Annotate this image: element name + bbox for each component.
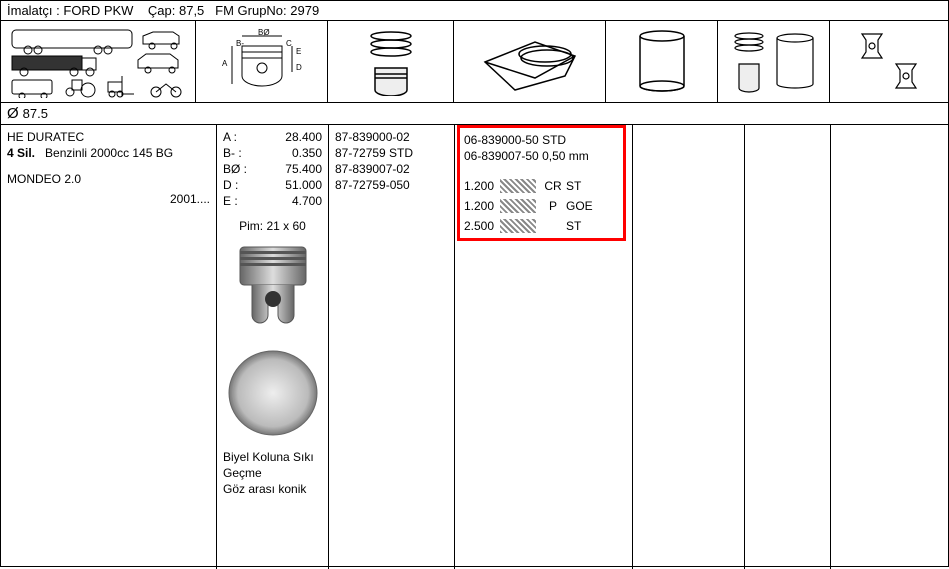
engine-spec: Benzinli 2000cc 145 BG xyxy=(45,146,173,160)
diameter-symbol: Ø xyxy=(7,105,19,122)
dim-key: A : xyxy=(223,129,237,145)
piston-dimensions-icon: BØ A B- C E D xyxy=(212,28,312,96)
diameter-label: Çap: xyxy=(148,3,175,18)
svg-text:BØ: BØ xyxy=(258,28,270,37)
ring-profile-icon xyxy=(500,199,536,213)
svg-text:C: C xyxy=(286,39,292,48)
dim-key: B- : xyxy=(223,145,242,161)
icon-row: BØ A B- C E D xyxy=(1,21,948,103)
ring-height: 1.200 xyxy=(464,178,500,194)
dim-key: BØ : xyxy=(223,161,247,177)
ringset-column: 06-839000-50 STD 06-839007-50 0,50 mm 1.… xyxy=(455,125,633,569)
kit-icon-cell xyxy=(718,21,830,102)
ringset-code: 06-839007-50 0,50 mm xyxy=(464,148,619,164)
vehicles-icon-cell xyxy=(1,21,196,102)
ringset-small-icon xyxy=(361,28,421,96)
ringset-small-icon-cell xyxy=(328,21,454,102)
manufacturer-label: İmalatçı : xyxy=(7,3,60,18)
ring-profile-icon xyxy=(500,179,536,193)
piston-render-side xyxy=(223,239,322,339)
empty-column-7 xyxy=(831,125,948,569)
empty-column-5 xyxy=(633,125,745,569)
note-1: Biyel Koluna Sıkı Geçme xyxy=(223,449,322,481)
ringset-code: 06-839000-50 STD xyxy=(464,132,619,148)
ring-spec-row: 1.200 CR ST xyxy=(464,178,619,194)
data-row: HE DURATEC 4 Sil. Benzinli 2000cc 145 BG… xyxy=(1,125,948,569)
kit-icon xyxy=(729,28,819,96)
ring-spec-row: 1.200 P GOE xyxy=(464,198,619,214)
part-code: 87-839007-02 xyxy=(335,161,448,177)
cylinder-count: 4 Sil. xyxy=(7,146,35,160)
dim-val: 51.000 xyxy=(285,177,322,193)
svg-text:E: E xyxy=(296,47,301,56)
pin-spec: Pim: 21 x 60 xyxy=(223,219,322,233)
diameter-row: Ø 87.5 xyxy=(1,103,948,125)
empty-column-6 xyxy=(745,125,831,569)
manufacturer-value: FORD PKW xyxy=(63,3,133,18)
dimension-rows: A : 28.400 B- : 0.350 BØ : 75.400 D : 51.000… xyxy=(223,129,322,209)
piston-top-icon xyxy=(225,345,321,441)
group-label: FM GrupNo: xyxy=(215,3,287,18)
dim-val: 28.400 xyxy=(285,129,322,145)
ring-type: CR xyxy=(540,178,566,194)
diameter-value: 87,5 xyxy=(179,3,204,18)
part-code: 87-72759-050 xyxy=(335,177,448,193)
svg-text:B-: B- xyxy=(236,39,244,48)
conrod-icon-cell xyxy=(830,21,948,102)
piston-render-top xyxy=(223,345,322,441)
dim-val: 0.350 xyxy=(292,145,322,161)
svg-text:D: D xyxy=(296,63,302,72)
diameter-row-value: 87.5 xyxy=(23,106,48,121)
dimensions-column: A : 28.400 B- : 0.350 BØ : 75.400 D : 51.000… xyxy=(217,125,329,569)
engine-code: HE DURATEC xyxy=(7,129,210,145)
partcodes-column: 87-839000-02 87-72759 STD 87-839007-02 8… xyxy=(329,125,455,569)
header-line: İmalatçı : FORD PKW Çap: 87,5 FM GrupNo:… xyxy=(1,1,948,21)
ring-pack-icon xyxy=(475,32,585,92)
vehicles-icon xyxy=(8,26,188,98)
dim-key: D : xyxy=(223,177,238,193)
ring-spec-row: 2.500 ST xyxy=(464,218,619,234)
liner-icon xyxy=(634,28,690,96)
part-code: 87-839000-02 xyxy=(335,129,448,145)
engine-column: HE DURATEC 4 Sil. Benzinli 2000cc 145 BG… xyxy=(1,125,217,569)
catalog-card: İmalatçı : FORD PKW Çap: 87,5 FM GrupNo:… xyxy=(0,0,949,567)
ring-pack-icon-cell xyxy=(454,21,606,102)
dim-key: E : xyxy=(223,193,238,209)
dim-val: 4.700 xyxy=(292,193,322,209)
ring-type: P xyxy=(540,198,566,214)
ring-height: 2.500 xyxy=(464,218,500,234)
ring-maker: ST xyxy=(566,218,596,234)
ring-height: 1.200 xyxy=(464,198,500,214)
piston-side-icon xyxy=(230,239,316,339)
liner-icon-cell xyxy=(606,21,718,102)
year-range: 2001.... xyxy=(7,191,210,207)
ring-maker: ST xyxy=(566,178,596,194)
part-code: 87-72759 STD xyxy=(335,145,448,161)
assembly-notes: Biyel Koluna Sıkı Geçme Göz arası konik xyxy=(223,449,322,497)
dim-val: 75.400 xyxy=(285,161,322,177)
highlighted-ringset-box: 06-839000-50 STD 06-839007-50 0,50 mm 1.… xyxy=(457,125,626,241)
svg-text:A: A xyxy=(222,59,228,68)
piston-dimensions-icon-cell: BØ A B- C E D xyxy=(196,21,328,102)
ring-profile-icon xyxy=(500,219,536,233)
conrod-icon xyxy=(854,28,924,96)
ring-maker: GOE xyxy=(566,198,596,214)
group-value: 2979 xyxy=(290,3,319,18)
note-2: Göz arası konik xyxy=(223,481,322,497)
model-name: MONDEO 2.0 xyxy=(7,171,210,187)
